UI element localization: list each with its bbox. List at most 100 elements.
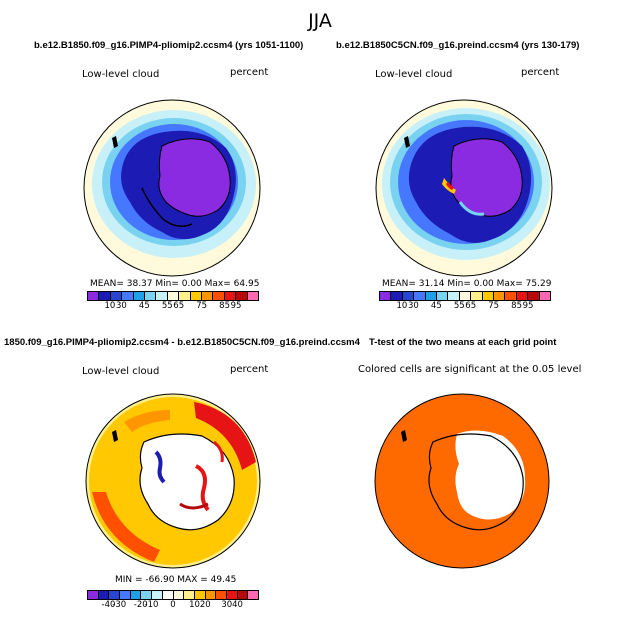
panel-1-stats: MEAN= 38.37 Min= 0.00 Max= 64.95 [90,279,260,289]
panel-2-colorbar-swatch [391,292,403,300]
panel-1-colorbar-swatch [179,292,191,300]
panel-1-colorbar-tick-label: 65 [173,301,185,311]
panel-3-colorbar-swatch [109,591,121,599]
panel-2-colorbar-tick-label: 45 [430,301,442,311]
panel-3-colorbar-tick-label: 10 [189,600,200,610]
panel-3-colorbar-swatch [152,591,163,599]
panel-3-colorbar-swatch [173,591,185,599]
panel-2-colorbar-tick-label: 95 [522,301,534,311]
panel-2-colorbar-swatch [494,292,506,300]
panel-1-colorbar-swatch [213,292,225,300]
panel-2-title: b.e12.B1850C5CN.f09_g16.preind.ccsm4 (yr… [336,40,580,51]
panel-1-title: b.e12.B1850.f09_g16.PIMP4-pliomip2.ccsm4… [34,40,304,51]
panel-2-colorbar-swatch [425,292,438,300]
panel-1-colorbar-swatch [167,292,180,300]
panel-2-colorbar-swatch [528,292,540,300]
panel-2-colorbar-swatch [539,292,551,300]
panel-2-colorbar-tick-label: 55 [453,301,465,311]
panel-2-colorbar-swatch [414,292,426,300]
panel-3-colorbar-swatch [98,591,110,599]
panel-1-colorbar-tick-label: 95 [230,301,242,311]
panel-3-colorbar-swatch [205,591,217,599]
panel-2-polar-map [375,99,553,277]
panel-3-colorbar-tick-label: -40 [101,600,116,610]
panel-3-colorbar-swatch [184,591,195,599]
panel-1-polar-map [83,99,261,277]
panel-4-antarctica-outline [428,433,524,531]
panel-3-colorbar-swatch [216,591,227,599]
panel-1-colorbar-tick-label: 30 [115,301,127,311]
panel-1-colorbar-swatch [202,292,214,300]
panel-3-colorbar-swatch [248,591,258,599]
panel-1-colorbar-tick-label: 45 [138,301,150,311]
panel-2-colorbar-tick-label: 85 [511,301,523,311]
panel-3-diff-red-band [194,402,256,470]
panel-1-colorbar-swatch [190,292,203,300]
panel-1-antarctica-outline [158,138,231,217]
panel-2-colorbar-tick-label: 10 [396,301,408,311]
panel-3-colorbar-tick-label: 20 [199,600,211,610]
panel-1-colorbar-tick-label: 55 [161,301,173,311]
panel-2-colorbar-swatch [448,292,460,300]
panel-2-stats: MEAN= 31.14 Min= 0.00 Max= 75.29 [382,279,552,289]
panel-4-note: Colored cells are significant at the 0.0… [358,364,582,375]
panel-1-coastline [141,187,193,227]
panel-1-colorbar-swatch [122,292,134,300]
panel-3-variable-label: Low-level cloud [82,366,160,377]
panel-4-significance-map [374,393,550,569]
panel-3-colorbar: -40 -30 -20 -10 0 10 20 30 40 [87,590,259,612]
panel-3-colorbar-tick-label: -10 [144,600,159,610]
panel-3-colorbar-swatch [237,591,249,599]
panel-3-antarctica-outline [139,433,235,531]
panel-2-colorbar-swatch [437,292,449,300]
panel-1-colorbar: 10 30 45 55 65 75 85 95 [87,291,259,313]
panel-3-colorbar-swatch [194,591,206,599]
panel-2-colorbar-swatch [516,292,529,300]
panel-1-colorbar-swatch [156,292,168,300]
panel-1-colorbar-swatch [133,292,146,300]
panel-2-colorbar-swatch [380,292,392,300]
panel-3-colorbar-swatch [226,591,238,599]
panel-4-nonsignificant-region [455,430,526,520]
panel-1-colorbar-tick-label: 10 [104,301,116,311]
panel-1-south-america-tip [112,136,118,148]
panel-1-colorbar-tick-label: 85 [219,301,231,311]
panel-2-colorbar-tick-label: 30 [407,301,419,311]
panel-1-colorbar-swatch [88,292,100,300]
panel-3-colorbar-swatch [88,591,99,599]
panel-1-colorbar-swatch [224,292,237,300]
panel-1-colorbar-swatch [145,292,157,300]
panel-3-colorbar-tick-label: 30 [221,600,233,610]
panel-3-colorbar-tick-label: 40 [232,600,243,610]
panel-1-colorbar-swatch [99,292,111,300]
panel-1-variable-label: Low-level cloud [82,69,160,80]
panel-4-title: T-test of the two means at each grid poi… [369,337,557,348]
panel-2-variable-label: Low-level cloud [375,69,453,80]
panel-2-colorbar: 10 30 45 55 65 75 85 95 [379,291,551,313]
panel-1-colorbar-tick-label: 75 [196,301,208,311]
panel-2-colorbar-tick-label: 65 [465,301,477,311]
panel-2-colorbar-swatch [505,292,517,300]
panel-3-colorbar-swatch [141,591,153,599]
panel-1-colorbar-swatch [110,292,123,300]
figure-title: JJA [308,10,332,32]
panel-3-polar-map [85,393,261,569]
panel-3-stats: MIN = -66.90 MAX = 49.45 [115,575,237,585]
panel-2-antarctica-outline [450,138,523,217]
panel-2-colorbar-swatch [459,292,472,300]
panel-3-colorbar-swatch [130,591,142,599]
panel-3-units-label: percent [230,364,269,375]
panel-1-colorbar-swatch [247,292,259,300]
panel-3-colorbar-tick-label: -30 [112,600,127,610]
panel-2-colorbar-tick-label: 75 [488,301,500,311]
panel-3-colorbar-swatch [162,591,174,599]
panel-2-colorbar-swatch [482,292,495,300]
panel-2-units-label: percent [521,67,560,78]
panel-3-colorbar-swatch [120,591,131,599]
panel-1-colorbar-swatch [236,292,248,300]
panel-2-colorbar-swatch [402,292,415,300]
panel-2-colorbar-swatch [471,292,483,300]
panel-3-title: 1850.f09_g16.PIMP4-pliomip2.ccsm4 - b.e1… [4,337,360,348]
panel-3-colorbar-tick-label: 0 [170,600,176,610]
panel-3-colorbar-tick-label: -20 [133,600,148,610]
